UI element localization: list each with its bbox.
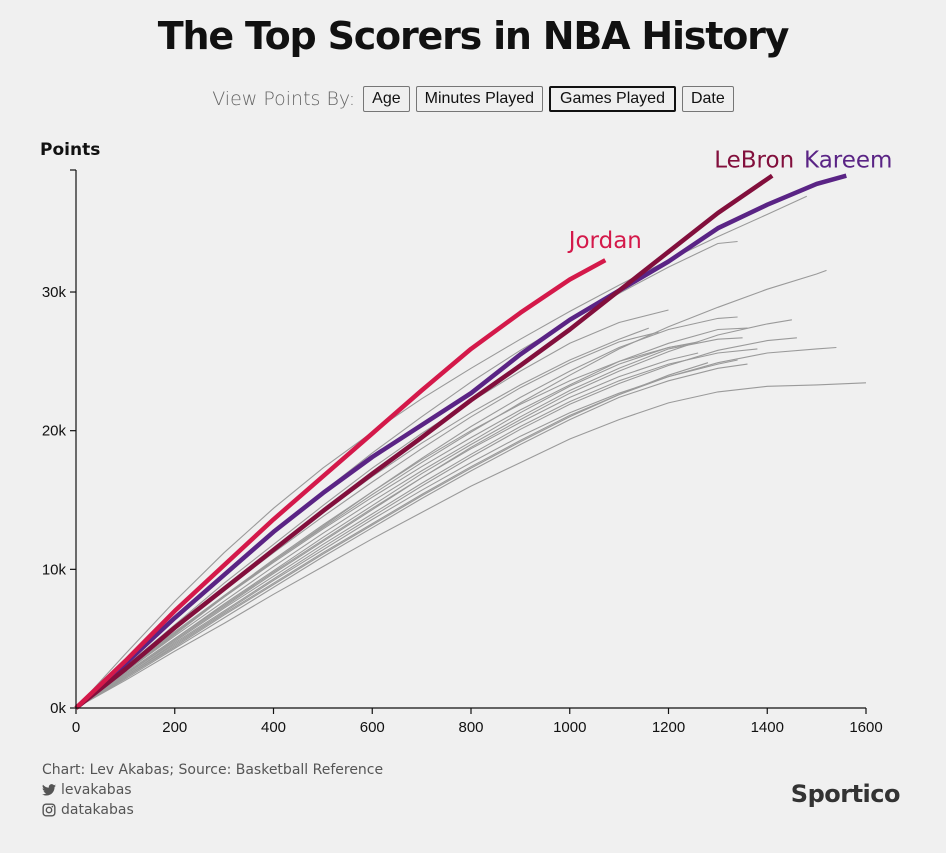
player-line-10 [75,346,837,709]
y-tick-label: 20k [42,423,67,440]
player-line-16 [75,359,738,709]
player-line-11 [75,341,699,709]
instagram-row: datakabas [42,800,383,820]
games-played-button[interactable]: Games Played [549,86,676,112]
line-chart: 0k 10k 20k 30k 0 200 400 600 800 1000 1200 1400 1600… [40,140,893,736]
player-line-17 [75,342,694,709]
x-tick-label: 0 [72,719,80,736]
instagram-icon [42,803,56,817]
lebron-label: LeBron [714,148,794,174]
axes: 0k 10k 20k 30k 0 200 400 600 800 1000 1200 1400 1600… [40,140,883,736]
x-tick-label: 800 [458,719,483,736]
sportico-logo: Sportico [790,780,901,808]
view-controls: View Points By: Age Minutes Played Games… [0,86,946,112]
x-tick-label: 1400 [751,719,784,736]
player-line-20 [75,362,709,709]
player-line-9 [75,337,743,709]
y-axis-label: Points [40,140,100,160]
x-tick-label: 1200 [652,719,685,736]
y-tick-label: 30k [42,284,67,301]
credit-text: Chart: Lev Akabas; Source: Basketball Re… [42,762,384,778]
jordan-line [74,258,607,710]
x-tick-label: 400 [261,719,286,736]
lebron-line [74,173,774,710]
x-tick-label: 200 [162,719,187,736]
twitter-handle: levakabas [61,782,132,798]
x-tick-label: 1600 [849,719,882,736]
highlighted-players-lines [74,173,847,710]
kareem-label: Kareem [804,148,892,174]
footer: Chart: Lev Akabas; Source: Basketball Re… [42,760,383,820]
player-line-8 [75,337,797,709]
chart-title: The Top Scorers in NBA History [157,14,790,58]
player-line-18 [75,382,867,709]
x-tick-label: 1000 [553,719,586,736]
view-label: View Points By: [212,88,356,110]
player-line-13 [75,363,748,709]
kareem-line [74,173,847,710]
date-button[interactable]: Date [681,86,734,112]
x-tick-label: 600 [360,719,385,736]
player-line-15 [75,352,699,709]
instagram-handle: datakabas [61,802,134,818]
y-tick-label: 0k [50,700,66,717]
twitter-icon [42,784,56,796]
jordan-label: Jordan [567,228,642,254]
player-line-5 [75,316,738,709]
y-tick-label: 10k [42,561,67,578]
age-button[interactable]: Age [363,86,410,112]
other-players-lines [75,195,867,709]
series-labels: Jordan LeBron Kareem [567,148,893,255]
player-line-1 [75,195,808,709]
twitter-row: levakabas [42,780,383,800]
minutes-played-button[interactable]: Minutes Played [415,86,544,112]
player-line-12 [75,348,758,709]
